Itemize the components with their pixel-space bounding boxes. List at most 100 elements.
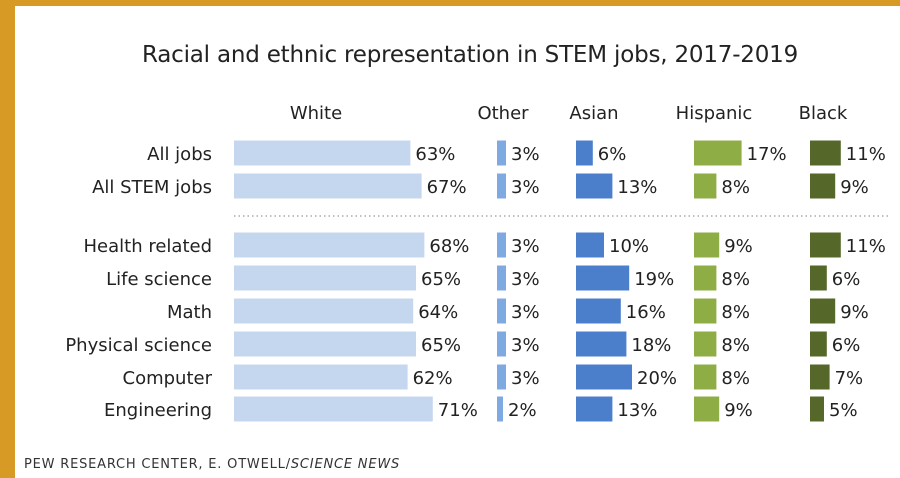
bar-other-all-jobs	[497, 140, 506, 166]
bar-white-health-related	[234, 232, 425, 258]
bar-black-all-stem-jobs	[810, 173, 836, 199]
value-label-asian-all-jobs: 6%	[598, 144, 627, 165]
value-label-white-health-related: 68%	[429, 236, 469, 257]
value-label-white-engineering: 71%	[438, 400, 478, 421]
category-label-all-stem-jobs: All STEM jobs	[92, 177, 212, 198]
value-label-white-math: 64%	[418, 302, 458, 323]
value-label-hispanic-engineering: 9%	[724, 400, 753, 421]
value-label-hispanic-health-related: 9%	[724, 236, 753, 257]
value-label-asian-all-stem-jobs: 13%	[617, 177, 657, 198]
value-label-white-computer: 62%	[413, 368, 453, 389]
bar-asian-all-jobs	[576, 140, 593, 166]
source-credit: PEW RESEARCH CENTER, E. OTWELL/SCIENCE N…	[24, 457, 400, 472]
bar-white-life-science	[234, 265, 416, 291]
bar-other-physical-science	[497, 331, 506, 357]
value-label-hispanic-physical-science: 8%	[721, 335, 750, 356]
bar-asian-computer	[576, 364, 632, 390]
series-header-asian: Asian	[569, 103, 618, 124]
source-publication: SCIENCE NEWS	[290, 457, 401, 472]
value-label-white-life-science: 65%	[421, 269, 461, 290]
bar-white-all-jobs	[234, 140, 411, 166]
bar-other-engineering	[497, 396, 503, 422]
category-label-engineering: Engineering	[104, 400, 212, 421]
bar-other-health-related	[497, 232, 506, 258]
series-header-white: White	[290, 103, 342, 124]
chart-title: Racial and ethnic representation in STEM…	[141, 42, 799, 68]
bar-black-math	[810, 298, 836, 324]
value-label-black-all-jobs: 11%	[846, 144, 886, 165]
value-label-black-all-stem-jobs: 9%	[840, 177, 869, 198]
value-label-other-math: 3%	[511, 302, 540, 323]
bar-hispanic-math	[694, 298, 717, 324]
bar-white-computer	[234, 364, 408, 390]
value-label-hispanic-all-stem-jobs: 8%	[721, 177, 750, 198]
value-label-asian-engineering: 13%	[617, 400, 657, 421]
bar-white-all-stem-jobs	[234, 173, 422, 199]
value-label-asian-math: 16%	[626, 302, 666, 323]
bar-hispanic-life-science	[694, 265, 717, 291]
category-label-math: Math	[167, 302, 212, 323]
bar-asian-life-science	[576, 265, 630, 291]
bar-asian-health-related	[576, 232, 604, 258]
value-label-hispanic-math: 8%	[721, 302, 750, 323]
bar-hispanic-all-jobs	[694, 140, 742, 166]
source-text: PEW RESEARCH CENTER, E. OTWELL/	[24, 457, 291, 472]
value-label-hispanic-life-science: 8%	[721, 269, 750, 290]
value-label-hispanic-all-jobs: 17%	[747, 144, 787, 165]
category-label-computer: Computer	[123, 368, 213, 389]
value-label-asian-life-science: 19%	[634, 269, 674, 290]
bar-other-computer	[497, 364, 506, 390]
value-label-asian-physical-science: 18%	[631, 335, 671, 356]
value-label-other-computer: 3%	[511, 368, 540, 389]
top-border	[0, 0, 900, 6]
value-label-other-physical-science: 3%	[511, 335, 540, 356]
value-label-white-all-stem-jobs: 67%	[427, 177, 467, 198]
category-label-physical-science: Physical science	[65, 335, 212, 356]
bar-hispanic-physical-science	[694, 331, 717, 357]
value-label-black-life-science: 6%	[832, 269, 861, 290]
value-label-asian-health-related: 10%	[609, 236, 649, 257]
value-label-other-all-stem-jobs: 3%	[511, 177, 540, 198]
series-header-black: Black	[799, 103, 848, 124]
bar-white-physical-science	[234, 331, 416, 357]
bar-other-all-stem-jobs	[497, 173, 506, 199]
bar-white-math	[234, 298, 414, 324]
value-label-black-health-related: 11%	[846, 236, 886, 257]
bar-hispanic-all-stem-jobs	[694, 173, 717, 199]
left-border	[0, 0, 15, 478]
bar-black-health-related	[810, 232, 841, 258]
value-label-hispanic-computer: 8%	[721, 368, 750, 389]
value-label-black-engineering: 5%	[829, 400, 858, 421]
value-label-other-all-jobs: 3%	[511, 144, 540, 165]
bar-black-physical-science	[810, 331, 827, 357]
bar-black-engineering	[810, 396, 824, 422]
value-label-white-all-jobs: 63%	[415, 144, 455, 165]
category-label-life-science: Life science	[106, 269, 212, 290]
value-label-other-life-science: 3%	[511, 269, 540, 290]
bar-other-life-science	[497, 265, 506, 291]
value-label-black-math: 9%	[840, 302, 869, 323]
bar-white-engineering	[234, 396, 433, 422]
bar-asian-all-stem-jobs	[576, 173, 613, 199]
bar-asian-engineering	[576, 396, 613, 422]
value-label-white-physical-science: 65%	[421, 335, 461, 356]
value-label-other-engineering: 2%	[508, 400, 537, 421]
value-label-asian-computer: 20%	[637, 368, 677, 389]
category-label-health-related: Health related	[84, 236, 213, 257]
bar-black-all-jobs	[810, 140, 841, 166]
bar-hispanic-health-related	[694, 232, 720, 258]
value-label-black-computer: 7%	[835, 368, 864, 389]
bar-hispanic-engineering	[694, 396, 720, 422]
series-header-hispanic: Hispanic	[676, 103, 753, 124]
bar-asian-physical-science	[576, 331, 627, 357]
value-label-other-health-related: 3%	[511, 236, 540, 257]
series-header-other: Other	[477, 103, 529, 124]
value-label-black-physical-science: 6%	[832, 335, 861, 356]
bar-asian-math	[576, 298, 621, 324]
category-label-all-jobs: All jobs	[147, 144, 212, 165]
bar-black-life-science	[810, 265, 827, 291]
bar-hispanic-computer	[694, 364, 717, 390]
bar-black-computer	[810, 364, 830, 390]
bar-other-math	[497, 298, 506, 324]
